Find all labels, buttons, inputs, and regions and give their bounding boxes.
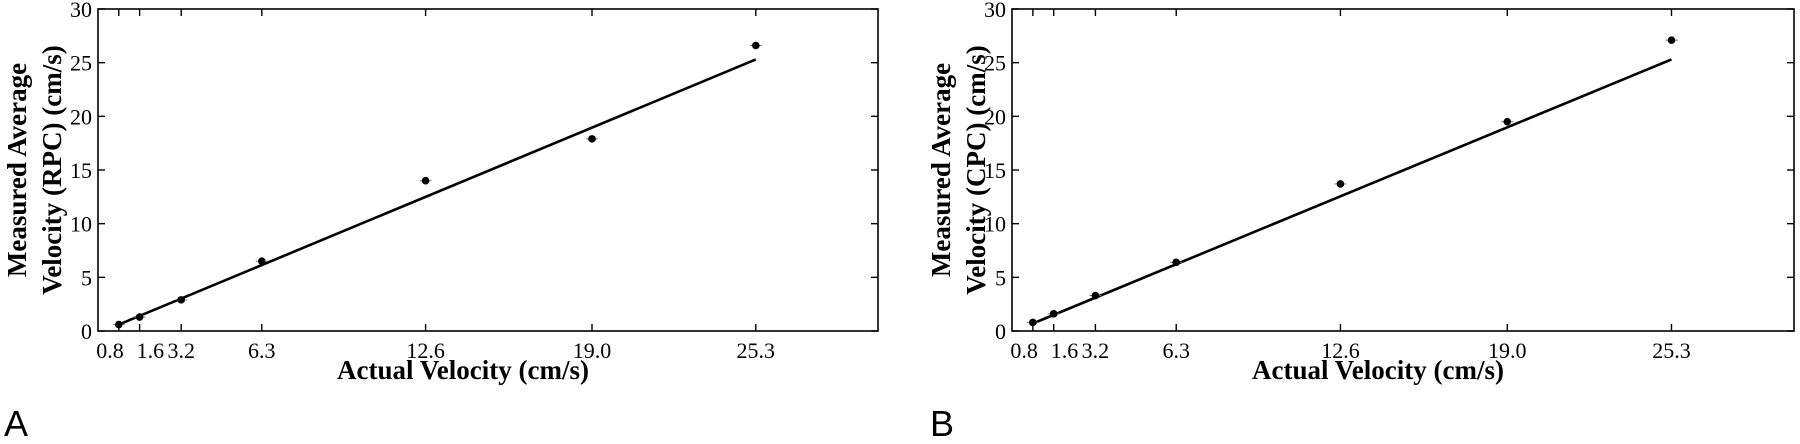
data-point — [1091, 291, 1100, 300]
y-tick-label: 20 — [70, 104, 92, 129]
y-axis-title-line: Velocity (CPC) (cm/s) — [961, 45, 991, 294]
x-tick-label: 3.2 — [167, 338, 195, 363]
data-point — [258, 257, 266, 266]
x-tick-label: 12.6 — [406, 338, 445, 363]
y-tick-label: 10 — [984, 212, 1006, 237]
y-axis-title-line: Measured Average — [2, 63, 32, 277]
data-point — [588, 135, 596, 143]
x-tick-label: 0.8 — [96, 338, 124, 363]
x-tick-label: 6.3 — [1162, 338, 1190, 363]
y-tick-label: 20 — [984, 104, 1006, 129]
x-tick-label: 25.3 — [737, 338, 776, 363]
y-tick-label: 0 — [81, 319, 92, 344]
x-tick-label: 19.0 — [1488, 338, 1527, 363]
data-point — [1172, 258, 1181, 267]
chart-panel-b: 0 5 10 15 20 25 30 0.8 1.6 3.2 6.3 12.6 19.0 25.3 Actu… — [926, 0, 1795, 385]
data-point — [1336, 180, 1345, 188]
data-point — [1503, 117, 1512, 126]
y-tick-label: 30 — [984, 0, 1006, 22]
x-axis-title: Actual Velocity (cm/s) — [1252, 355, 1504, 385]
x-tick-label: 1.6 — [137, 338, 165, 363]
y-tick-label: 30 — [70, 0, 92, 22]
data-point — [177, 296, 185, 304]
y-axis-title-line: Measured Average — [926, 63, 956, 277]
y-tick-label: 25 — [70, 51, 92, 76]
y-tick-label: 25 — [984, 51, 1006, 76]
panel-letter-b: B — [930, 403, 954, 444]
x-tick-label: 3.2 — [1082, 338, 1110, 363]
x-tick-label: 0.8 — [1010, 338, 1038, 363]
data-point — [115, 320, 123, 329]
x-tick-label: 1.6 — [1051, 338, 1079, 363]
data-point — [1667, 36, 1676, 44]
y-tick-label: 15 — [984, 158, 1006, 183]
fit-line — [1032, 58, 1672, 325]
data-point — [752, 41, 760, 50]
x-axis-title: Actual Velocity (cm/s) — [337, 355, 589, 385]
fit-line — [118, 58, 757, 326]
data-point — [421, 176, 430, 185]
x-tick-label: 12.6 — [1321, 338, 1360, 363]
y-tick-label: 10 — [70, 212, 92, 237]
x-tick-label: 6.3 — [248, 338, 276, 363]
panel-letter-a: A — [4, 403, 28, 444]
y-tick-label: 5 — [81, 265, 92, 290]
data-point — [1049, 310, 1058, 318]
y-tick-label: 0 — [995, 319, 1006, 344]
y-tick-label: 5 — [995, 265, 1006, 290]
y-axis-title-line: Velocity (RPC) (cm/s) — [37, 45, 67, 294]
data-point — [1029, 318, 1037, 327]
x-tick-label: 25.3 — [1652, 338, 1691, 363]
chart-panel-a: 0 5 10 15 20 25 30 0.8 1.6 3.2 6.3 12.6 19.0 25.3 Actu… — [2, 0, 879, 385]
y-tick-label: 15 — [70, 158, 92, 183]
x-tick-label: 19.0 — [573, 338, 612, 363]
data-point — [135, 313, 144, 321]
